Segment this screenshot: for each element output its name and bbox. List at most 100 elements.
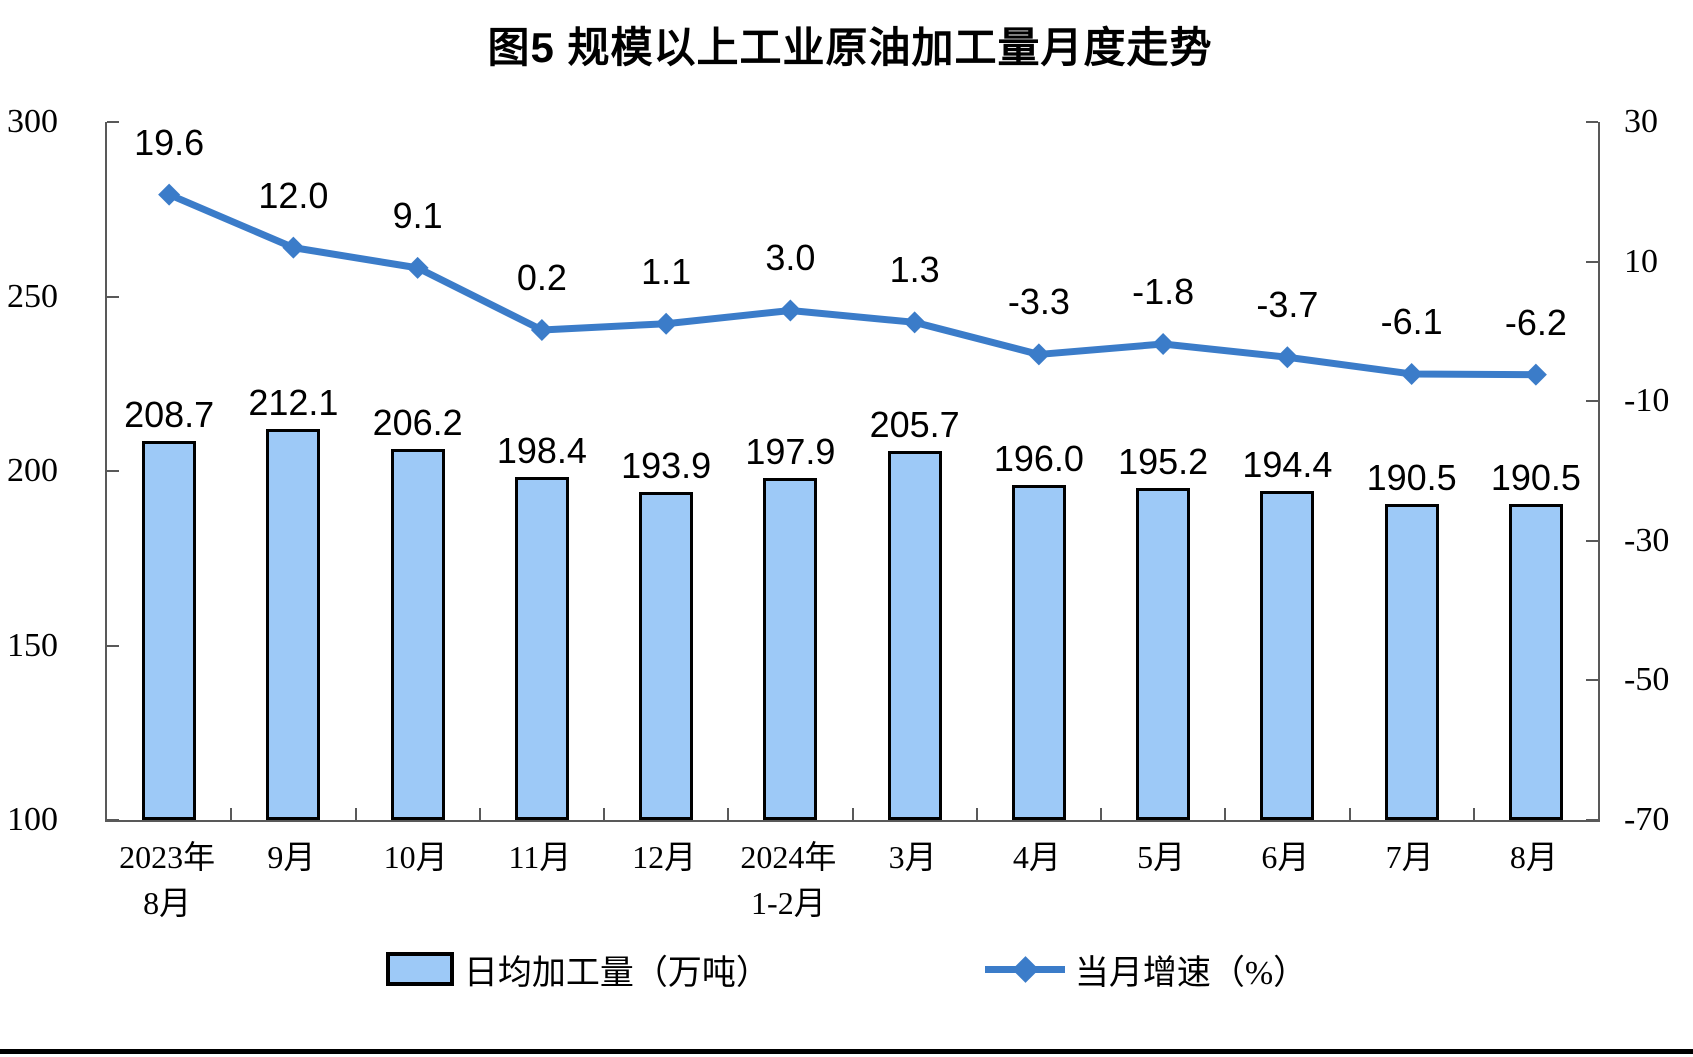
y-axis-tick-right [1586, 400, 1598, 403]
bar [1011, 484, 1066, 820]
line-marker-icon [282, 236, 305, 259]
legend-item-line: 当月增速（%） [984, 945, 1308, 994]
bar-value-label: 194.4 [1242, 443, 1333, 485]
y-axis-tick-left [107, 295, 119, 298]
bar-value-label: 195.2 [1118, 440, 1209, 482]
x-tick-label: 2024年 1-2月 [740, 839, 837, 921]
line-value-label: 1.1 [641, 250, 692, 292]
bar-value-label: 208.7 [124, 393, 215, 435]
x-tick-label: 4月 [1012, 839, 1061, 875]
y-tick-label-left: 250 [7, 277, 58, 315]
line-marker-icon [406, 256, 429, 279]
bar [1508, 504, 1563, 820]
bar-swatch-icon [385, 952, 454, 986]
x-tick-label: 5月 [1137, 839, 1186, 875]
x-axis-tick [1100, 808, 1102, 820]
x-tick-label: 11月 [508, 839, 572, 875]
chart-title: 图5 规模以上工业原油加工量月度走势 [487, 24, 1213, 71]
bar-value-label: 190.5 [1490, 457, 1581, 499]
x-tick-label: 7月 [1385, 839, 1434, 875]
y-axis-tick-right [1586, 679, 1598, 682]
bar-value-label: 190.5 [1366, 457, 1457, 499]
x-axis-tick [478, 808, 481, 820]
bar [142, 440, 197, 820]
line-value-label: 1.3 [889, 249, 940, 291]
growth-line [167, 191, 1536, 379]
y-tick-label-left: 300 [7, 103, 58, 140]
bar [266, 428, 321, 820]
x-tick-label: 6月 [1261, 839, 1310, 875]
y-tick-label-left: 100 [7, 801, 58, 838]
line-marker-icon [903, 311, 926, 334]
y-axis-tick-left [107, 819, 119, 821]
line-value-label: 3.0 [765, 237, 816, 279]
x-axis-tick [603, 808, 605, 820]
x-axis-tick [354, 808, 357, 820]
x-axis-tick [1472, 808, 1475, 820]
line-marker-icon [530, 319, 553, 342]
x-axis-tick [727, 808, 730, 820]
y-axis-tick-left [107, 121, 119, 123]
bar-value-label: 212.1 [248, 381, 339, 423]
line-marker-icon [655, 312, 678, 335]
legend-item-bar: 日均加工量（万吨） [385, 945, 770, 994]
x-axis-tick [230, 808, 233, 820]
line-marker-icon [1152, 332, 1175, 355]
x-tick-label: 9月 [267, 839, 316, 875]
y-tick-label-right: -50 [1624, 661, 1670, 699]
bar-value-label: 205.7 [869, 404, 960, 446]
x-tick-label: 12月 [632, 839, 697, 875]
line-layer [158, 183, 1547, 386]
x-tick-label: 3月 [888, 839, 937, 875]
legend-label-line: 当月增速（%） [1074, 954, 1308, 992]
line-value-label: 12.0 [258, 174, 329, 216]
y-tick-label-right: -70 [1624, 801, 1670, 838]
x-tick-label: 8月 [1509, 839, 1558, 875]
legend: 日均加工量（万吨） 当月增速（%） [0, 944, 1693, 994]
y-axis-tick-left [107, 644, 119, 647]
y-axis-tick-right [1586, 260, 1598, 263]
diamond-marker-icon [1011, 956, 1039, 983]
y-axis-tick-right [1586, 539, 1598, 542]
bar-value-label: 206.2 [372, 402, 463, 444]
y-tick-label-right: 30 [1624, 103, 1658, 140]
bar-value-label: 196.0 [993, 437, 1084, 479]
line-marker-icon [1524, 363, 1547, 386]
bar-value-label: 197.9 [745, 431, 836, 473]
line-value-label: 19.6 [134, 121, 205, 163]
bar-value-label: 193.9 [621, 445, 712, 487]
line-marker-icon [158, 183, 181, 206]
bar [514, 476, 569, 820]
bar [763, 478, 818, 820]
y-axis-tick-right [1586, 121, 1598, 123]
y-axis-tick-right [1586, 819, 1598, 821]
line-marker-icon [779, 299, 802, 322]
line-value-label: -6.2 [1504, 301, 1567, 343]
line-marker-icon [1027, 343, 1050, 366]
bar [1260, 490, 1315, 820]
y-tick-label-right: 10 [1624, 242, 1658, 280]
x-axis-tick [1224, 808, 1227, 820]
line-marker-icon [1400, 362, 1423, 385]
x-tick-label: 2023年 8月 [119, 839, 216, 921]
bar [639, 492, 694, 820]
y-tick-label-right: -10 [1624, 382, 1670, 420]
x-tick-label: 10月 [383, 839, 448, 875]
line-value-label: -1.8 [1132, 270, 1195, 312]
y-axis-tick-left [107, 470, 119, 472]
line-swatch-icon [984, 956, 1065, 983]
bar [887, 451, 942, 820]
line-value-label: -6.1 [1380, 300, 1443, 342]
x-axis-tick [1348, 808, 1351, 820]
y-tick-label-left: 150 [7, 626, 58, 664]
x-axis-tick [975, 808, 978, 820]
y-tick-label-right: -30 [1624, 521, 1670, 559]
line-value-label: 0.2 [516, 257, 567, 298]
line-value-label: 9.1 [392, 194, 443, 236]
plot-area: 208.7 212.1 206.2 198.4 193.9 197.9 205.7 196.0… [105, 121, 1600, 822]
bar [390, 449, 445, 820]
line-marker-icon [1276, 346, 1299, 369]
bottom-rule [0, 1049, 1693, 1054]
line-value-label: -3.7 [1256, 284, 1319, 326]
